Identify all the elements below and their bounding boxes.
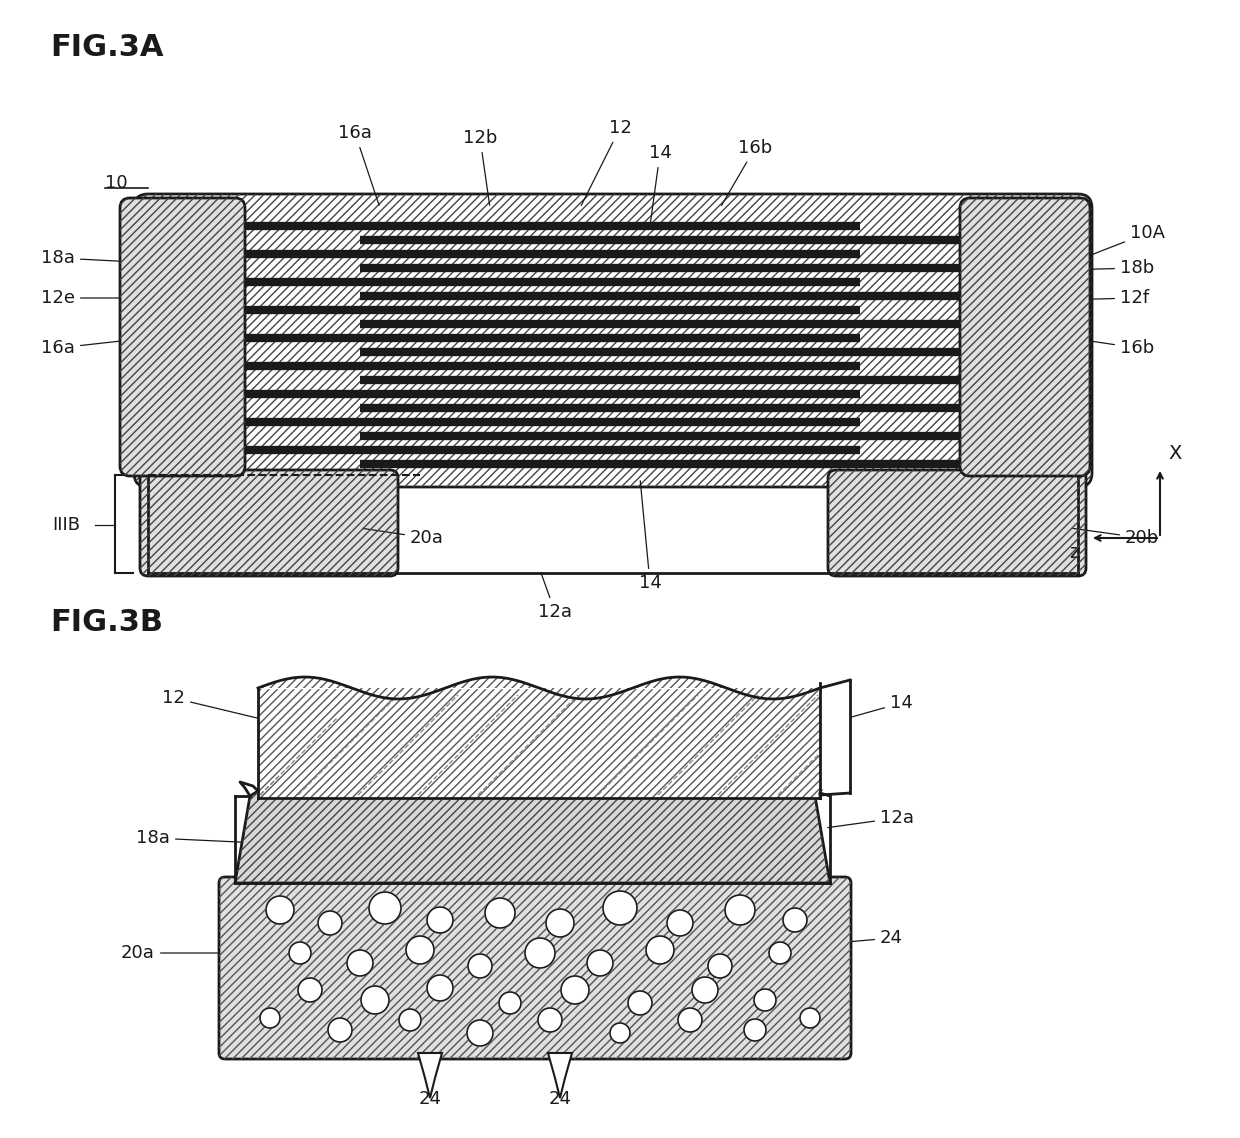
Circle shape [370,892,401,924]
Circle shape [317,912,342,935]
Text: 16a: 16a [41,336,144,357]
Circle shape [692,978,718,1003]
Text: 20b: 20b [1073,528,1159,547]
Circle shape [769,942,791,964]
Text: 24: 24 [548,1090,572,1108]
Text: X: X [1168,444,1182,463]
FancyBboxPatch shape [219,877,851,1059]
Text: 10: 10 [105,174,128,192]
Text: 24: 24 [838,929,903,947]
Circle shape [538,1008,562,1032]
Circle shape [289,942,311,964]
Circle shape [467,1020,494,1046]
Text: 12: 12 [582,119,631,206]
Text: 18a: 18a [41,249,153,267]
Circle shape [754,989,776,1011]
Polygon shape [418,1053,441,1098]
Circle shape [525,938,556,968]
Circle shape [708,954,732,978]
Circle shape [627,991,652,1015]
Text: 14: 14 [851,694,913,717]
Text: 12f: 12f [1063,289,1149,307]
Text: 18b: 18b [1063,259,1154,277]
Circle shape [427,907,453,933]
Text: FIG.3A: FIG.3A [50,33,164,61]
Text: 10A: 10A [1081,224,1166,259]
Circle shape [560,976,589,1004]
Circle shape [260,1008,280,1028]
Circle shape [361,986,389,1014]
Circle shape [667,910,693,935]
Circle shape [587,950,613,976]
Polygon shape [236,791,830,883]
Text: 14: 14 [649,145,671,223]
Polygon shape [548,1053,572,1098]
Circle shape [399,1009,422,1031]
Circle shape [267,896,294,924]
Text: 12a: 12a [828,809,914,827]
Text: 20a: 20a [122,945,237,962]
Text: FIG.3B: FIG.3B [50,608,162,637]
Circle shape [678,1008,702,1032]
Text: 16b: 16b [722,139,773,206]
FancyBboxPatch shape [134,193,1092,487]
Circle shape [782,908,807,932]
Circle shape [347,950,373,976]
Text: 24: 24 [419,1090,441,1108]
Circle shape [610,1023,630,1044]
Bar [258,688,820,798]
Circle shape [467,954,492,978]
Text: 12a: 12a [538,572,572,621]
Circle shape [744,1019,766,1041]
Circle shape [329,1019,352,1042]
Text: 14: 14 [639,480,661,592]
Circle shape [800,1008,820,1028]
Circle shape [725,894,755,925]
Circle shape [498,992,521,1014]
Text: z: z [1070,543,1080,562]
Circle shape [298,978,322,1001]
Text: 20a: 20a [363,528,444,547]
FancyBboxPatch shape [828,470,1086,576]
Text: 12: 12 [162,688,275,723]
Circle shape [485,898,515,927]
FancyBboxPatch shape [120,198,246,476]
FancyBboxPatch shape [960,198,1090,476]
Circle shape [405,935,434,964]
Circle shape [546,909,574,937]
Circle shape [603,891,637,925]
Text: 16b: 16b [1074,336,1154,357]
Text: IIIB: IIIB [52,516,81,534]
Circle shape [646,935,675,964]
Circle shape [427,975,453,1001]
Text: 12b: 12b [463,129,497,205]
Text: 12e: 12e [41,289,153,307]
Text: 16a: 16a [339,124,379,205]
FancyBboxPatch shape [140,470,398,576]
Text: 18a: 18a [136,828,257,847]
